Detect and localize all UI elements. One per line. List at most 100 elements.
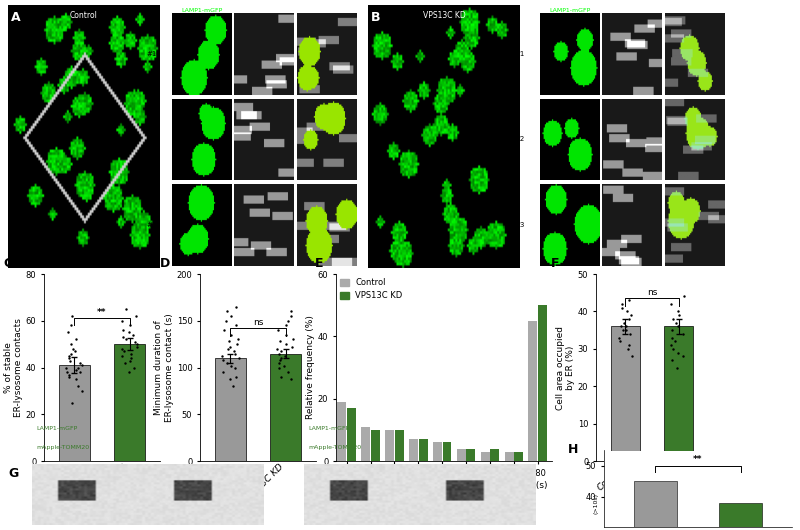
Point [678, 292, 690, 301]
Point [665, 356, 678, 364]
Point [622, 315, 635, 323]
Bar [338, 402, 346, 461]
Text: F: F [551, 257, 560, 270]
Point [626, 352, 638, 360]
Point [622, 344, 634, 353]
Point [117, 326, 130, 334]
Point [284, 312, 297, 320]
Point [274, 356, 286, 364]
Point [673, 311, 686, 320]
Point [275, 347, 288, 355]
Point [219, 316, 232, 325]
Point [665, 299, 678, 308]
Point [282, 316, 294, 325]
Point [666, 315, 679, 323]
Bar [634, 481, 677, 530]
Point [278, 361, 290, 370]
Point [614, 322, 627, 331]
Point [620, 307, 633, 316]
Point [119, 305, 132, 313]
Bar [442, 443, 451, 461]
Point [75, 387, 88, 395]
Bar [538, 305, 547, 461]
Title: Merge: Merge [317, 8, 337, 13]
Point [670, 319, 683, 327]
Point [71, 364, 84, 372]
Bar [362, 427, 370, 461]
Point [623, 330, 636, 338]
Point [230, 373, 242, 381]
Bar [466, 448, 475, 461]
Point [222, 337, 235, 346]
Text: Control: Control [70, 11, 98, 20]
Point [676, 352, 689, 360]
Point [271, 344, 284, 353]
Text: #3: #3 [146, 222, 157, 228]
Point [118, 359, 131, 367]
Point [225, 312, 238, 320]
Point [70, 366, 82, 374]
Point [116, 344, 129, 353]
Text: A: A [11, 11, 21, 23]
Point [123, 356, 136, 365]
Point [72, 382, 85, 391]
Bar [490, 448, 499, 461]
Point [117, 333, 130, 341]
Point [122, 328, 135, 337]
Point [272, 349, 285, 358]
Point [125, 354, 138, 363]
Point [224, 331, 237, 339]
Point [229, 364, 242, 372]
Point [70, 335, 82, 344]
Bar [529, 321, 538, 461]
Point [216, 368, 229, 376]
Title: LAMP1-mGFP: LAMP1-mGFP [550, 8, 590, 13]
Y-axis label: Cell area occupied
by ER (%): Cell area occupied by ER (%) [555, 325, 575, 410]
Text: #1: #1 [146, 51, 157, 57]
Bar [409, 439, 418, 461]
Point [285, 375, 298, 383]
Point [62, 373, 75, 381]
Point [228, 347, 241, 355]
Point [282, 368, 294, 376]
Point [274, 337, 286, 346]
Point [125, 349, 138, 358]
Point [273, 364, 286, 372]
X-axis label: Minimum Duration of ER-lysosome contact (s): Minimum Duration of ER-lysosome contact … [340, 481, 548, 490]
Text: LAMP1-mGFP: LAMP1-mGFP [309, 426, 350, 431]
Point [615, 299, 628, 308]
Bar [514, 452, 523, 461]
Point [222, 344, 234, 353]
Point [280, 321, 293, 330]
Y-axis label: Minimum duration of
ER-lysosome contact (s): Minimum duration of ER-lysosome contact … [154, 313, 174, 422]
Text: B: B [371, 11, 381, 23]
Point [66, 312, 78, 320]
Point [224, 375, 237, 383]
Text: G: G [8, 467, 18, 480]
Point [280, 340, 293, 348]
Point [115, 316, 128, 325]
Point [65, 321, 78, 330]
Text: #1: #1 [514, 51, 525, 57]
Text: #2: #2 [146, 136, 157, 143]
Bar [719, 503, 762, 530]
Point [231, 340, 244, 348]
Point [229, 349, 242, 358]
Point [74, 359, 86, 367]
Point [68, 347, 81, 356]
Point [622, 296, 635, 304]
Point [62, 370, 75, 379]
Point [128, 364, 141, 372]
Point [227, 382, 240, 391]
Point [67, 344, 80, 353]
Bar [371, 430, 380, 461]
Point [232, 354, 245, 363]
Bar [664, 326, 694, 461]
Text: ns: ns [647, 288, 657, 297]
Point [218, 326, 230, 334]
Text: #2: #2 [514, 136, 525, 143]
Point [225, 361, 238, 370]
Point [671, 307, 684, 316]
Point [126, 331, 139, 339]
Point [286, 343, 298, 351]
